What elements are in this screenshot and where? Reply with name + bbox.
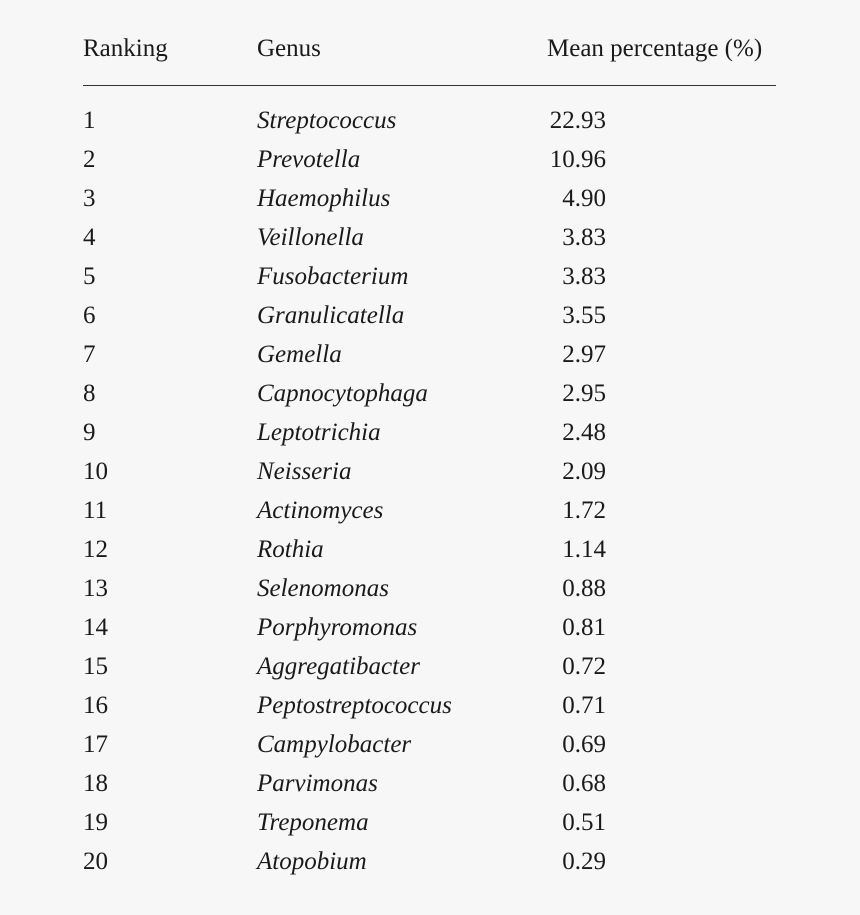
mean-percentage-cell: 3.83 xyxy=(562,263,606,290)
table-row: 17 Campylobacter 0.69 xyxy=(83,725,776,764)
rank-cell: 14 xyxy=(83,614,108,641)
rank-cell: 16 xyxy=(83,692,108,719)
rank-cell: 19 xyxy=(83,809,108,836)
rank-cell: 4 xyxy=(83,224,96,251)
rank-cell: 7 xyxy=(83,341,96,368)
genus-cell: Granulicatella xyxy=(257,302,405,329)
rank-cell: 12 xyxy=(83,536,108,563)
mean-percentage-cell: 4.90 xyxy=(562,185,606,212)
header-ranking: Ranking xyxy=(83,35,168,62)
mean-percentage-cell: 2.48 xyxy=(562,419,606,446)
mean-percentage-cell: 3.83 xyxy=(562,224,606,251)
genus-cell: Capnocytophaga xyxy=(257,380,428,407)
header-mean-percentage: Mean percentage (%) xyxy=(547,35,763,62)
table-row: 18 Parvimonas 0.68 xyxy=(83,764,776,803)
mean-percentage-cell: 0.88 xyxy=(562,575,606,602)
genus-cell: Neisseria xyxy=(257,458,352,485)
genus-cell: Atopobium xyxy=(257,848,367,875)
mean-percentage-cell: 2.95 xyxy=(562,380,606,407)
genus-cell: Haemophilus xyxy=(257,185,391,212)
table-row: 15 Aggregatibacter 0.72 xyxy=(83,647,776,686)
mean-percentage-cell: 0.71 xyxy=(562,692,606,719)
rank-cell: 9 xyxy=(83,419,96,446)
mean-percentage-cell: 0.81 xyxy=(562,614,606,641)
rank-cell: 11 xyxy=(83,497,108,524)
mean-percentage-cell: 1.14 xyxy=(562,536,606,563)
rank-cell: 5 xyxy=(83,263,96,290)
genus-cell: Streptococcus xyxy=(257,107,397,134)
rank-cell: 17 xyxy=(83,731,108,758)
mean-percentage-cell: 10.96 xyxy=(549,146,606,173)
genus-cell: Porphyromonas xyxy=(257,614,418,641)
rank-cell: 2 xyxy=(83,146,96,173)
table-row: 7 Gemella 2.97 xyxy=(83,335,776,374)
table-header: Ranking Genus Mean percentage (%) xyxy=(83,0,776,86)
table-row: 19 Treponema 0.51 xyxy=(83,803,776,842)
rank-cell: 10 xyxy=(83,458,108,485)
genus-ranking-table: Ranking Genus Mean percentage (%) 1 Strep… xyxy=(83,0,776,875)
mean-percentage-cell: 2.97 xyxy=(562,341,606,368)
genus-cell: Fusobacterium xyxy=(257,263,409,290)
table-body: 1 Streptococcus 22.93 2 Prevotella 10.96 3 Haem… xyxy=(83,101,776,881)
table-row: 2 Prevotella 10.96 xyxy=(83,140,776,179)
genus-cell: Prevotella xyxy=(257,146,361,173)
mean-percentage-cell: 1.72 xyxy=(562,497,606,524)
mean-percentage-cell: 3.55 xyxy=(562,302,606,329)
table-row: 1 Streptococcus 22.93 xyxy=(83,101,776,140)
mean-percentage-cell: 0.72 xyxy=(562,653,606,680)
genus-cell: Rothia xyxy=(257,536,324,563)
mean-percentage-cell: 2.09 xyxy=(562,458,606,485)
genus-cell: Gemella xyxy=(257,341,342,368)
genus-cell: Selenomonas xyxy=(257,575,389,602)
table-row: 14 Porphyromonas 0.81 xyxy=(83,608,776,647)
genus-cell: Aggregatibacter xyxy=(257,653,420,680)
table-row: 8 Capnocytophaga 2.95 xyxy=(83,374,776,413)
table-row: 3 Haemophilus 4.90 xyxy=(83,179,776,218)
table-row: 16 Peptostreptococcus 0.71 xyxy=(83,686,776,725)
mean-percentage-cell: 0.51 xyxy=(562,809,606,836)
table-row: 6 Granulicatella 3.55 xyxy=(83,296,776,335)
table-row: 12 Rothia 1.14 xyxy=(83,530,776,569)
table-row: 13 Selenomonas 0.88 xyxy=(83,569,776,608)
rank-cell: 6 xyxy=(83,302,96,329)
rank-cell: 20 xyxy=(83,848,108,875)
rank-cell: 18 xyxy=(83,770,108,797)
rank-cell: 15 xyxy=(83,653,108,680)
genus-cell: Parvimonas xyxy=(257,770,378,797)
rank-cell: 8 xyxy=(83,380,96,407)
genus-cell: Peptostreptococcus xyxy=(257,692,452,719)
mean-percentage-cell: 0.29 xyxy=(562,848,606,875)
genus-cell: Actinomyces xyxy=(257,497,384,524)
genus-cell: Treponema xyxy=(257,809,369,836)
table-row: 9 Leptotrichia 2.48 xyxy=(83,413,776,452)
mean-percentage-cell: 0.68 xyxy=(562,770,606,797)
table-row: 5 Fusobacterium 3.83 xyxy=(83,257,776,296)
genus-cell: Campylobacter xyxy=(257,731,412,758)
mean-percentage-cell: 0.69 xyxy=(562,731,606,758)
table-row: 4 Veillonella 3.83 xyxy=(83,218,776,257)
rank-cell: 13 xyxy=(83,575,108,602)
mean-percentage-cell: 22.93 xyxy=(549,107,606,134)
genus-cell: Veillonella xyxy=(257,224,364,251)
header-genus: Genus xyxy=(257,35,321,62)
rank-cell: 1 xyxy=(83,107,96,134)
genus-cell: Leptotrichia xyxy=(257,419,381,446)
table-row: 20 Atopobium 0.29 xyxy=(83,842,776,881)
table-row: 10 Neisseria 2.09 xyxy=(83,452,776,491)
rank-cell: 3 xyxy=(83,185,96,212)
table-row: 11 Actinomyces 1.72 xyxy=(83,491,776,530)
